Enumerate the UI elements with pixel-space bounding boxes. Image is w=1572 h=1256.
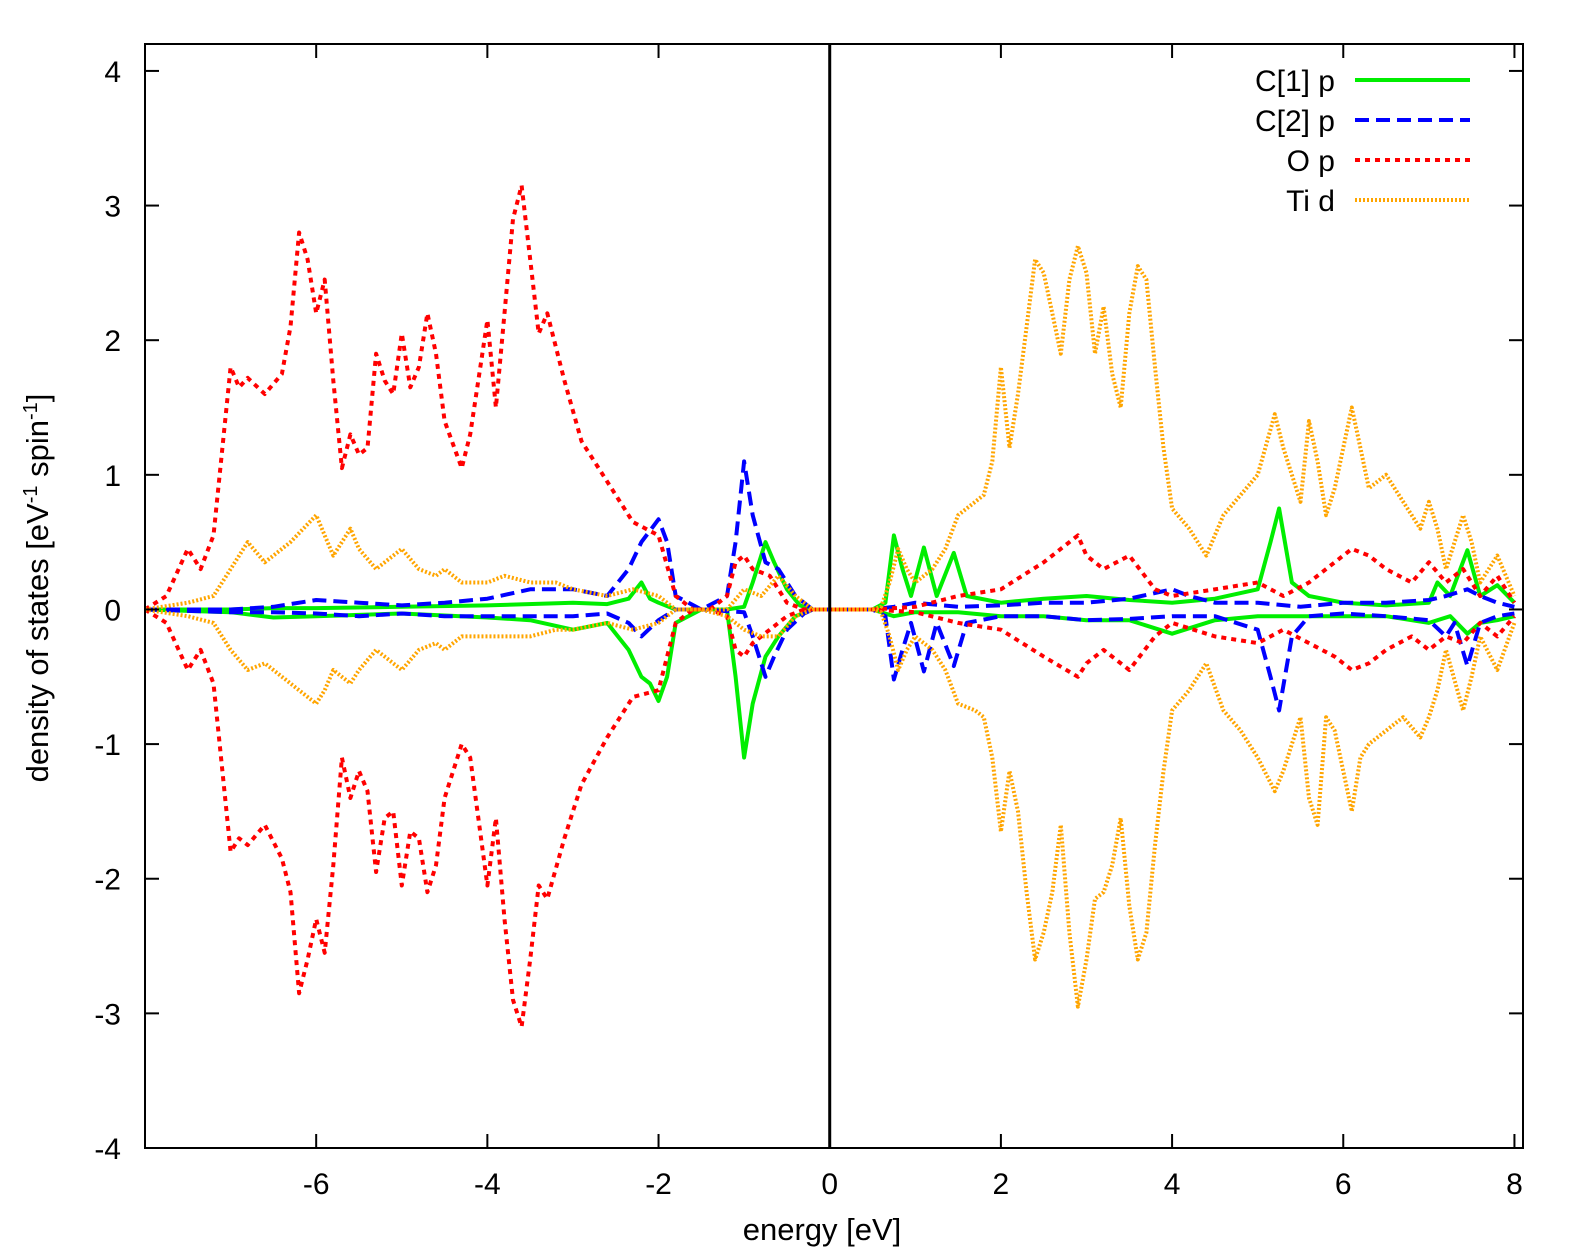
legend-label: O p [1287,145,1335,178]
legend-label: Ti d [1286,185,1335,218]
x-tick-label: 4 [1164,1168,1181,1201]
y-tick-label: -4 [94,1133,121,1166]
x-tick-label: 0 [821,1168,838,1201]
y-axis-title-end: ] [20,394,55,403]
series-layer [143,183,1517,1029]
series-line-c-2-p-up [145,459,1515,612]
x-tick-label: 2 [993,1168,1010,1201]
y-tick-label: 2 [104,325,121,358]
y-tick-label: 1 [104,460,121,493]
series-line-o-p-up [143,183,1517,612]
legend-label: C[2] p [1255,105,1335,138]
y-axis-title-mid: spin [20,420,55,485]
y-tick-label: 3 [104,191,121,224]
legend-label: C[1] p [1255,65,1335,98]
series-line-ti-d-up [144,244,1517,612]
y-axis-title: density of states [eV-1 spin-1] [20,394,55,783]
y-tick-label: -1 [94,729,121,762]
y-tick-label: -3 [94,998,121,1031]
y-tick-label: -2 [94,864,121,897]
legend: C[1] p C[2] p O p Ti d [1255,65,1470,218]
plot-frame [144,43,1524,1149]
y-axis-title-sup1: -1 [20,485,42,503]
y-tick-label: 0 [104,594,121,627]
y-axis-title-main: density of states [eV [20,503,55,782]
x-tick-label: 6 [1335,1168,1352,1201]
x-tick-label: -6 [303,1168,330,1201]
x-tick-label: -2 [645,1168,672,1201]
y-axis-title-sup2: -1 [20,402,42,420]
x-axis-title: energy [eV] [743,1212,902,1247]
x-tick-label: 8 [1506,1168,1523,1201]
y-tick-labels: -4 -3 -2 -1 0 1 2 3 4 [94,56,121,1166]
x-tick-label: -4 [474,1168,501,1201]
x-tick-labels: -6 -4 -2 0 2 4 6 8 [303,1168,1523,1201]
y-tick-label: 4 [104,56,121,89]
series-line-ti-d-down [144,607,1517,1009]
series-line-c-2-p-down [144,607,1515,713]
series-line-c-1-p-up [145,506,1516,612]
